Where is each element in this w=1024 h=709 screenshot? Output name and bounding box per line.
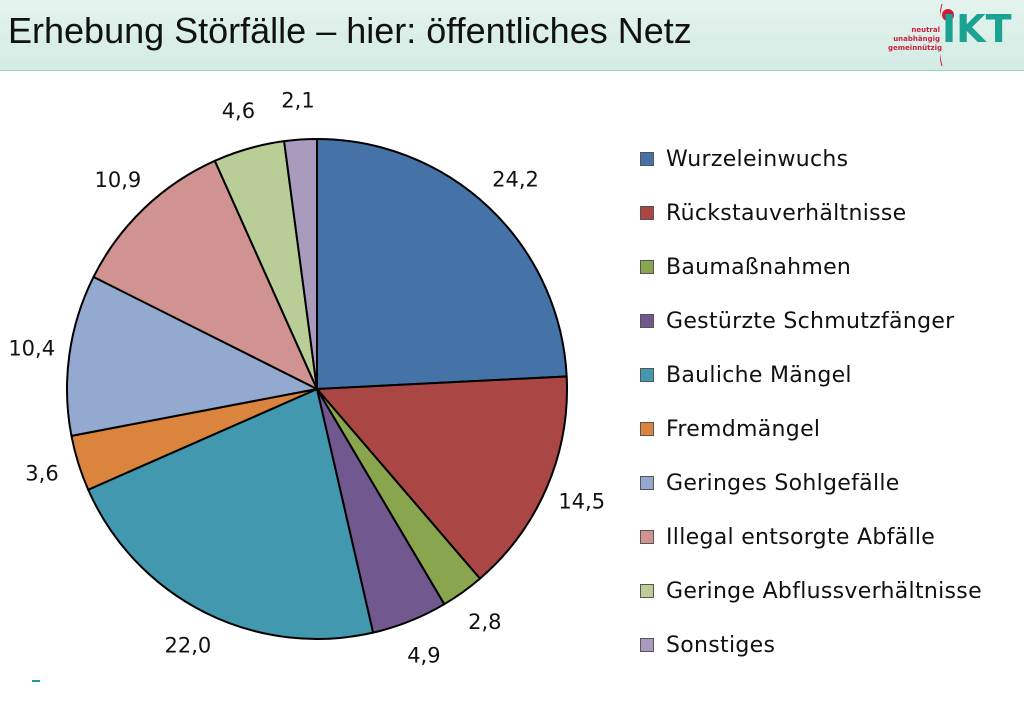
logo-arc xyxy=(940,4,943,66)
data-label-baumassnahmen: 2,8 xyxy=(468,610,501,634)
pie-slice-bauliche-maengel xyxy=(87,388,375,640)
legend-label: Sonstiges xyxy=(666,632,776,658)
data-label-geringes-sohlgefaelle: 10,4 xyxy=(8,336,55,360)
data-label-bauliche-maengel: 22,0 xyxy=(165,633,212,657)
logo-dot xyxy=(942,9,954,21)
legend-label: Geringes Sohlgefälle xyxy=(666,470,900,496)
legend-label: Rückstauverhältnisse xyxy=(666,200,907,226)
logo-tagline-2: unabhängig xyxy=(893,35,940,43)
legend-swatch xyxy=(640,206,654,220)
pie-chart: 24,2 14,5 2,8 4,9 22,0 3,6 10,4 10,9 4,6 2,1 xyxy=(8,89,605,668)
chart-legend: Wurzeleinwuchs Rückstauverhältnisse Baumaß… xyxy=(640,132,1024,672)
data-label-rueckstauverhaeltnisse: 14,5 xyxy=(558,490,605,514)
legend-label: Baumaßnahmen xyxy=(666,254,852,280)
legend-swatch xyxy=(640,638,654,652)
legend-swatch xyxy=(640,584,654,598)
legend-swatch xyxy=(640,314,654,328)
legend-swatch xyxy=(640,152,654,166)
legend-item-rueckstauverhaeltnisse: Rückstauverhältnisse xyxy=(640,186,1024,240)
legend-swatch xyxy=(640,476,654,490)
logo-tagline-1: neutral xyxy=(911,26,940,34)
data-label-illegal-entsorgte-abfaelle: 10,9 xyxy=(95,168,142,192)
legend-swatch xyxy=(640,368,654,382)
pie-slices xyxy=(66,137,568,640)
ikt-logo-mark: IKT xyxy=(940,4,1012,66)
legend-label: Geringe Abflussverhältnisse xyxy=(666,578,982,604)
pie-slice-wurzeleinwuchs xyxy=(316,138,568,390)
pie-slice-illegal-entsorgte-abfaelle xyxy=(92,159,318,390)
data-label-sonstiges: 2,1 xyxy=(281,89,314,113)
legend-item-bauliche-maengel: Bauliche Mängel xyxy=(640,348,1024,402)
legend-label: Illegal entsorgte Abfälle xyxy=(666,524,936,550)
legend-label: Gestürzte Schmutzfänger xyxy=(666,308,955,334)
page-title: Erhebung Störfälle – hier: öffentliches … xyxy=(8,10,692,51)
logo-tagline-3: gemeinnützig xyxy=(888,44,942,52)
data-label-fremdmaengel: 3,6 xyxy=(25,462,58,486)
ikt-logo: neutral unabhängig gemeinnützig IKT xyxy=(880,0,1024,70)
pie-data-labels: 24,2 14,5 2,8 4,9 22,0 3,6 10,4 10,9 4,6 2,1 xyxy=(8,89,605,668)
data-label-wurzeleinwuchs: 24,2 xyxy=(492,167,539,191)
legend-label: Wurzeleinwuchs xyxy=(666,146,849,172)
legend-item-wurzeleinwuchs: Wurzeleinwuchs xyxy=(640,132,1024,186)
pie-slice-rueckstauverhaeltnisse xyxy=(316,375,568,580)
pie-slice-geringes-sohlgefaelle xyxy=(66,275,318,437)
legend-item-geringe-abflussverhaeltnisse: Geringe Abflussverhältnisse xyxy=(640,564,1024,618)
header-bar: Erhebung Störfälle – hier: öffentliches … xyxy=(0,0,1024,71)
legend-item-gestuerzte-schmutzfaenger: Gestürzte Schmutzfänger xyxy=(640,294,1024,348)
legend-item-fremdmaengel: Fremdmängel xyxy=(640,402,1024,456)
legend-label: Fremdmängel xyxy=(666,416,821,442)
logo-brand: IKT xyxy=(942,7,1012,51)
legend-label: Bauliche Mängel xyxy=(666,362,852,388)
data-label-gestuerzte-schmutzfaenger: 4,9 xyxy=(407,643,440,667)
legend-item-illegal-entsorgte-abfaelle: Illegal entsorgte Abfälle xyxy=(640,510,1024,564)
legend-swatch xyxy=(640,530,654,544)
data-label-geringe-abflussverhaeltnisse: 4,6 xyxy=(222,99,255,123)
legend-item-sonstiges: Sonstiges xyxy=(640,618,1024,672)
legend-swatch xyxy=(640,422,654,436)
corner-mark xyxy=(32,680,40,682)
legend-swatch xyxy=(640,260,654,274)
legend-item-baumassnahmen: Baumaßnahmen xyxy=(640,240,1024,294)
legend-item-geringes-sohlgefaelle: Geringes Sohlgefälle xyxy=(640,456,1024,510)
pie-slice-sonstiges xyxy=(283,137,318,390)
